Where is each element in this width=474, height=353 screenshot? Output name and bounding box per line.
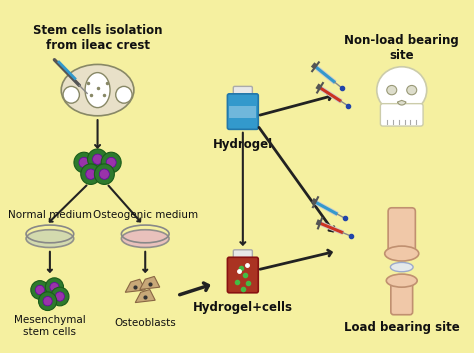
Circle shape	[81, 164, 101, 184]
Circle shape	[55, 292, 64, 301]
Ellipse shape	[386, 274, 417, 287]
Text: Mesenchymal
stem cells: Mesenchymal stem cells	[14, 315, 86, 337]
Text: Stem cells isolation
from ileac crest: Stem cells isolation from ileac crest	[33, 24, 162, 52]
Ellipse shape	[377, 67, 427, 113]
Circle shape	[63, 86, 80, 103]
Circle shape	[74, 152, 94, 173]
FancyBboxPatch shape	[381, 104, 423, 126]
Polygon shape	[125, 279, 145, 292]
Text: Osteoblasts: Osteoblasts	[114, 317, 176, 328]
Circle shape	[116, 86, 132, 103]
Circle shape	[36, 285, 45, 295]
Circle shape	[31, 281, 49, 299]
Text: Hydrogel+cells: Hydrogel+cells	[193, 301, 293, 314]
Ellipse shape	[387, 85, 397, 95]
Circle shape	[51, 287, 69, 306]
FancyBboxPatch shape	[229, 107, 256, 118]
FancyBboxPatch shape	[391, 276, 413, 315]
Ellipse shape	[121, 230, 169, 247]
Ellipse shape	[407, 85, 417, 95]
Circle shape	[50, 282, 59, 292]
Ellipse shape	[391, 262, 413, 272]
Ellipse shape	[385, 246, 419, 261]
Ellipse shape	[85, 73, 110, 108]
FancyBboxPatch shape	[233, 86, 252, 98]
Circle shape	[88, 149, 108, 169]
Circle shape	[94, 164, 114, 184]
Circle shape	[106, 157, 116, 168]
Circle shape	[46, 278, 64, 297]
Wedge shape	[398, 100, 406, 105]
Circle shape	[100, 169, 109, 179]
FancyBboxPatch shape	[233, 250, 252, 262]
FancyBboxPatch shape	[228, 94, 258, 129]
Circle shape	[79, 157, 89, 168]
Polygon shape	[140, 276, 160, 289]
Text: Hydrogel: Hydrogel	[213, 138, 273, 151]
Text: Osteogenic medium: Osteogenic medium	[92, 210, 198, 220]
Ellipse shape	[61, 65, 134, 116]
Text: Non-load bearing
site: Non-load bearing site	[345, 34, 459, 62]
FancyBboxPatch shape	[228, 257, 258, 293]
Circle shape	[92, 154, 102, 164]
Polygon shape	[135, 289, 155, 303]
Circle shape	[86, 169, 96, 179]
Text: Load bearing site: Load bearing site	[344, 321, 460, 334]
Text: Normal medium: Normal medium	[8, 210, 92, 220]
FancyBboxPatch shape	[388, 208, 415, 257]
Ellipse shape	[26, 230, 74, 247]
Circle shape	[38, 292, 57, 311]
Circle shape	[101, 152, 121, 173]
Circle shape	[43, 297, 52, 306]
